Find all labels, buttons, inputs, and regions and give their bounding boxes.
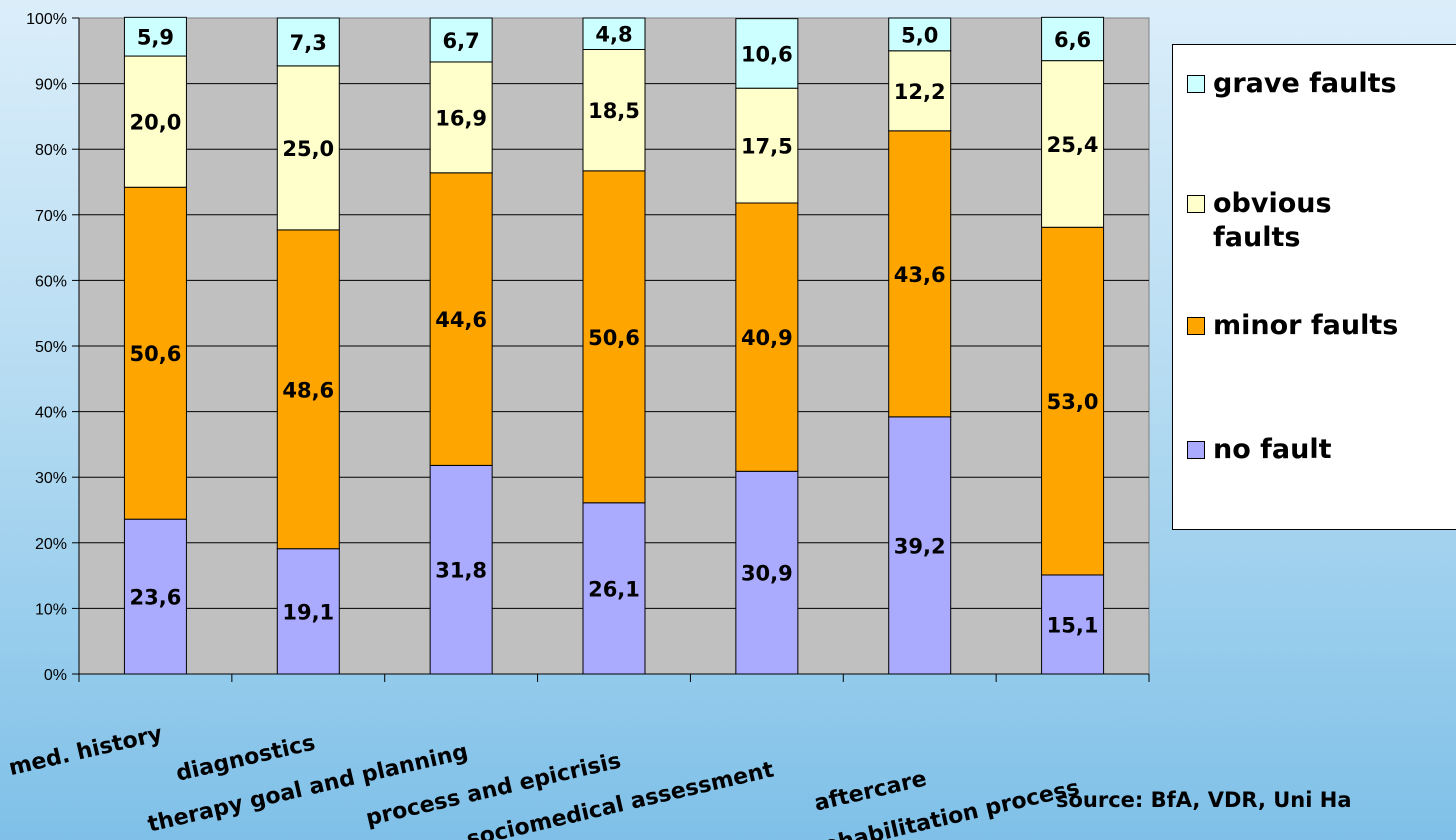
legend-swatch-grave-faults <box>1187 75 1205 93</box>
y-tick-label: 10% <box>35 601 67 618</box>
data-label: 16,9 <box>435 106 487 130</box>
data-label: 50,6 <box>130 342 182 366</box>
source-note: source: BfA, VDR, Uni Ha <box>1056 788 1352 812</box>
bar-segment <box>888 50 952 132</box>
data-label: 23,6 <box>130 586 182 610</box>
data-label: 25,4 <box>1047 133 1099 157</box>
data-label: 10,6 <box>741 42 793 66</box>
data-label: 44,6 <box>435 308 487 332</box>
legend-swatch-minor-faults <box>1187 317 1205 335</box>
y-tick-label: 60% <box>35 273 67 290</box>
legend-label-grave-faults: grave faults <box>1213 68 1397 99</box>
x-category-label: aftercare <box>812 766 929 816</box>
bar-segment <box>735 87 799 204</box>
data-label: 26,1 <box>588 577 640 601</box>
legend-item-obvious-faults: obvious faults <box>1187 187 1363 255</box>
bar-segment <box>1041 60 1105 228</box>
bar-segment <box>429 464 493 675</box>
legend-swatch-obvious-faults <box>1187 195 1205 213</box>
legend-item-grave-faults: grave faults <box>1187 67 1456 101</box>
data-label: 5,9 <box>137 26 174 50</box>
data-label: 7,3 <box>290 31 327 55</box>
legend-item-minor-faults: minor faults <box>1187 309 1456 343</box>
y-tick-label: 90% <box>35 77 67 94</box>
x-category-label: med. history <box>6 721 164 781</box>
bar-segment <box>735 18 799 89</box>
data-label: 30,9 <box>741 562 793 586</box>
data-label: 6,6 <box>1054 28 1091 52</box>
data-label: 43,6 <box>894 263 946 287</box>
bar-segment <box>888 17 952 52</box>
y-tick-label: 70% <box>35 208 67 225</box>
data-label: 5,0 <box>901 23 938 47</box>
data-label: 53,0 <box>1047 390 1099 414</box>
bar-segment <box>582 502 646 675</box>
data-label: 39,2 <box>894 534 946 558</box>
bar-segment <box>123 518 187 675</box>
bar-segment <box>276 229 340 550</box>
legend-label-no-fault: no fault <box>1213 434 1332 465</box>
bar-segment <box>123 186 187 520</box>
data-label: 17,5 <box>741 135 793 159</box>
data-label: 4,8 <box>595 23 632 47</box>
data-label: 31,8 <box>435 559 487 583</box>
y-tick-label: 50% <box>35 339 67 356</box>
y-tick-label: 100% <box>26 11 67 28</box>
bar-segment <box>276 548 340 675</box>
legend-label-minor-faults: minor faults <box>1213 310 1399 341</box>
bar-segment <box>1041 226 1105 576</box>
data-label: 20,0 <box>130 111 182 135</box>
bar-segment <box>582 48 646 172</box>
bar-segment <box>429 172 493 466</box>
legend-item-no-fault: no fault <box>1187 433 1456 467</box>
data-label: 18,5 <box>588 99 640 123</box>
bar-segment <box>1041 574 1105 675</box>
y-tick-label: 40% <box>35 405 67 422</box>
y-tick-label: 80% <box>35 142 67 159</box>
bar-segment <box>429 17 493 63</box>
chart-legend: grave faults obvious faults minor faults… <box>1172 44 1456 530</box>
data-label: 12,2 <box>894 80 946 104</box>
bar-segment <box>735 202 799 472</box>
data-label: 50,6 <box>588 326 640 350</box>
y-tick-label: 20% <box>35 536 67 553</box>
bar-segment <box>582 170 646 504</box>
legend-label-obvious-faults: obvious faults <box>1213 188 1332 253</box>
legend-swatch-no-fault <box>1187 441 1205 459</box>
bar-segment <box>1041 16 1105 62</box>
bar-segment <box>888 130 952 418</box>
data-label: 40,9 <box>741 326 793 350</box>
bar-segment <box>276 65 340 231</box>
bar-segment <box>582 17 646 50</box>
bar-segment <box>123 16 187 57</box>
data-label: 48,6 <box>282 378 334 402</box>
y-tick-label: 0% <box>44 667 67 684</box>
data-label: 25,0 <box>282 137 334 161</box>
y-tick-label: 30% <box>35 470 67 487</box>
bar-segment <box>276 17 340 67</box>
data-label: 6,7 <box>443 29 480 53</box>
data-label: 15,1 <box>1047 613 1099 637</box>
bar-segment <box>429 61 493 174</box>
data-label: 19,1 <box>282 600 334 624</box>
